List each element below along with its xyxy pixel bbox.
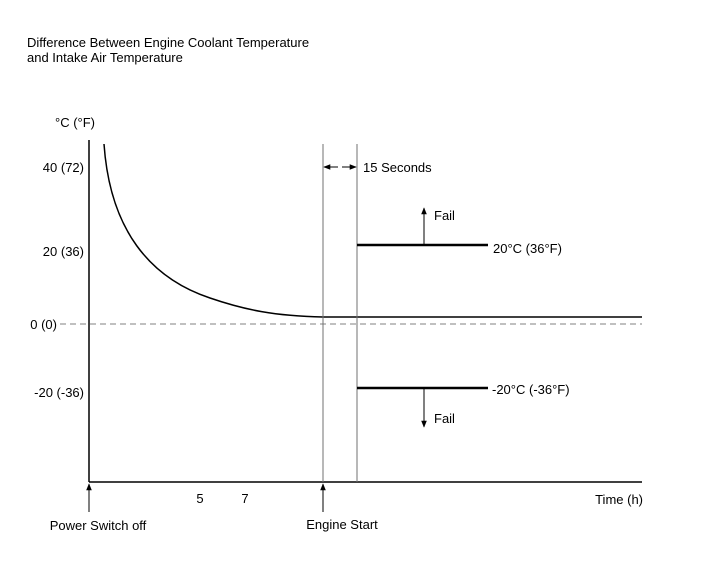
lower-threshold-label: -20°C (-36°F) <box>492 382 570 397</box>
engine-start-label: Engine Start <box>306 517 378 532</box>
y-tick-label-0: 0 (0) <box>30 317 57 332</box>
y-tick-label-40: 40 (72) <box>43 160 84 175</box>
diagram-title-line-2: and Intake Air Temperature <box>27 50 183 65</box>
upper-threshold-label: 20°C (36°F) <box>493 241 562 256</box>
diagram-title-line-1: Difference Between Engine Coolant Temper… <box>27 35 309 50</box>
interval-label: 15 Seconds <box>363 160 432 175</box>
x-tick-label-5: 5 <box>196 491 203 506</box>
lower-fail-label: Fail <box>434 411 455 426</box>
temperature-difference-curve <box>103 143 642 318</box>
y-tick-label-20: 20 (36) <box>43 244 84 259</box>
y-tick-label-minus-20: -20 (-36) <box>34 385 84 400</box>
power-off-label: Power Switch off <box>50 518 147 533</box>
x-tick-label-7: 7 <box>241 491 248 506</box>
x-axis-label: Time (h) <box>595 492 643 507</box>
upper-fail-label: Fail <box>434 208 455 223</box>
y-axis-unit-label: °C (°F) <box>55 115 95 130</box>
